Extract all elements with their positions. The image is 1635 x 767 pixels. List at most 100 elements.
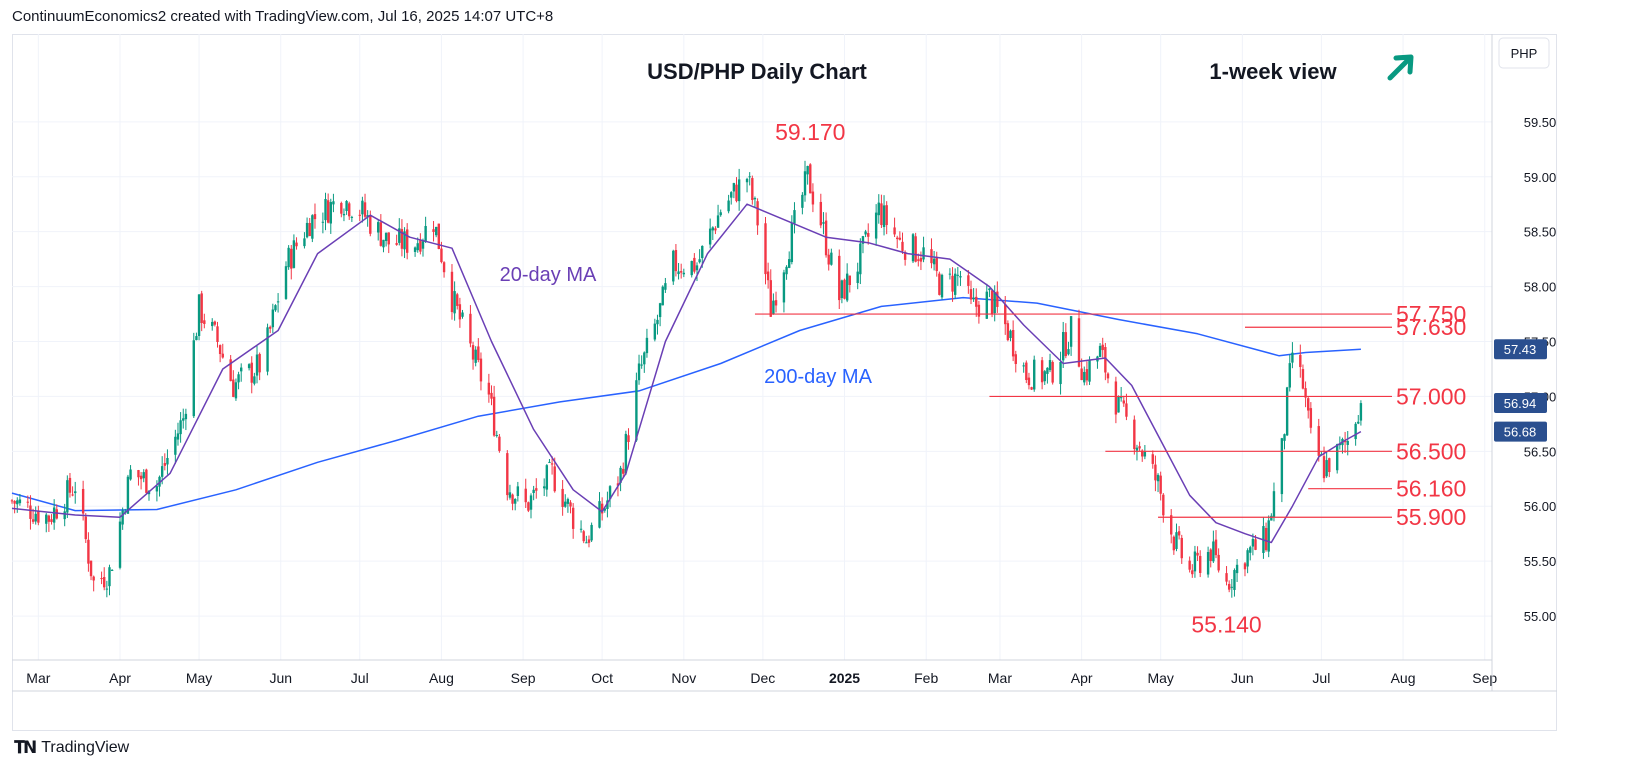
candle-body (52, 507, 56, 523)
candle-body (477, 346, 480, 360)
footer-logo[interactable]: 𝐓𝗡 TradingView (14, 738, 129, 758)
candle-body (606, 500, 609, 509)
candle-body (1011, 329, 1015, 357)
labels-layer: 59.170 55.140 USD/PHP Daily Chart 1-week vi… (500, 54, 1414, 638)
candle-body (701, 245, 704, 259)
candle-body (16, 500, 19, 505)
candle-body (782, 272, 786, 303)
candle-body (184, 413, 188, 420)
candle-body (1141, 450, 1144, 457)
candle-body (880, 203, 883, 226)
x-tick-label: Apr (109, 670, 131, 686)
axis-layer: 59.5059.0058.5058.0057.5057.0056.5056.00… (12, 34, 1557, 692)
candle-body (308, 223, 311, 237)
candle-body (951, 275, 954, 292)
candle-body (1143, 451, 1147, 457)
candle-body (653, 323, 657, 340)
candle-body (1243, 563, 1247, 570)
candle-body (47, 515, 51, 522)
candle-body (1061, 332, 1065, 361)
candle-body (990, 290, 994, 315)
candle-body (769, 280, 772, 317)
candle-body (1280, 438, 1284, 495)
y-tick-label: 55.50 (1524, 554, 1557, 569)
candle-body (395, 243, 398, 245)
candle-body (1083, 371, 1086, 383)
candle-body (1104, 347, 1107, 373)
candle-body (1046, 367, 1049, 374)
candle-body (864, 231, 867, 235)
candle-body (437, 223, 441, 249)
candle-body (753, 198, 757, 200)
x-tick-label: Jun (269, 670, 292, 686)
candle-body (748, 176, 751, 178)
candle-body (432, 229, 435, 232)
candle-body (74, 491, 77, 494)
candle-body (326, 200, 330, 223)
candle-body (292, 240, 296, 268)
candle-body (1014, 354, 1017, 365)
candle-body (342, 213, 346, 216)
candle-body (1106, 373, 1110, 379)
x-tick-label: Sep (511, 670, 536, 686)
x-tick-label: 2025 (829, 670, 860, 686)
candle-body (55, 509, 58, 519)
candle-body (1009, 330, 1012, 338)
candle-body (121, 510, 124, 525)
candle-body (956, 274, 960, 276)
candle-body (461, 312, 464, 317)
candle-body (450, 271, 454, 313)
candle-body (801, 194, 804, 208)
y-tick-label: 56.00 (1524, 499, 1557, 514)
candle-body (608, 486, 612, 500)
x-tick-label: Mar (988, 670, 1012, 686)
candle-body (972, 297, 975, 300)
candle-body (732, 183, 736, 192)
candle-body (332, 201, 335, 205)
candle-body (495, 435, 498, 437)
candle-body (118, 521, 122, 568)
candle-body (635, 380, 638, 441)
candle-body (348, 203, 351, 217)
candle-body (166, 457, 169, 465)
level-label: 56.500 (1396, 438, 1466, 464)
candle-body (1285, 387, 1289, 436)
candle-body (1077, 318, 1081, 367)
candle-body (1040, 360, 1044, 383)
candle-body (571, 507, 575, 529)
candle-body (975, 296, 978, 307)
candle-body (400, 229, 404, 249)
candle-body (569, 502, 572, 507)
candle-body (727, 200, 730, 212)
ma200-label: 200-day MA (764, 366, 872, 388)
x-tick-label: Dec (750, 670, 775, 686)
candle-body (1246, 550, 1249, 567)
candle-body (1227, 583, 1231, 590)
candle-body (827, 254, 830, 265)
candle-body (1299, 354, 1302, 368)
x-tick-label: Sep (1472, 670, 1497, 686)
candle-body (903, 251, 907, 260)
y-tick-label: 58.00 (1524, 280, 1557, 295)
candle-body (948, 273, 952, 275)
candle-body (885, 205, 888, 226)
candle-body (893, 227, 896, 235)
candle-body (1067, 349, 1070, 355)
price-badge-close (1494, 393, 1547, 414)
candle-body (369, 215, 372, 234)
candle-body (766, 271, 770, 281)
candle-body (26, 501, 30, 503)
candle-body (1188, 560, 1191, 570)
candle-body (487, 382, 491, 395)
x-tick-label: Oct (591, 670, 613, 686)
candle-body (258, 353, 261, 373)
candle-body (874, 212, 878, 239)
candle-body (774, 300, 778, 306)
extreme-label: 55.140 (1191, 612, 1261, 638)
candle-body (977, 304, 981, 317)
ma20-line (11, 203, 1362, 544)
candle-body (218, 345, 222, 355)
candle-body (996, 291, 999, 307)
